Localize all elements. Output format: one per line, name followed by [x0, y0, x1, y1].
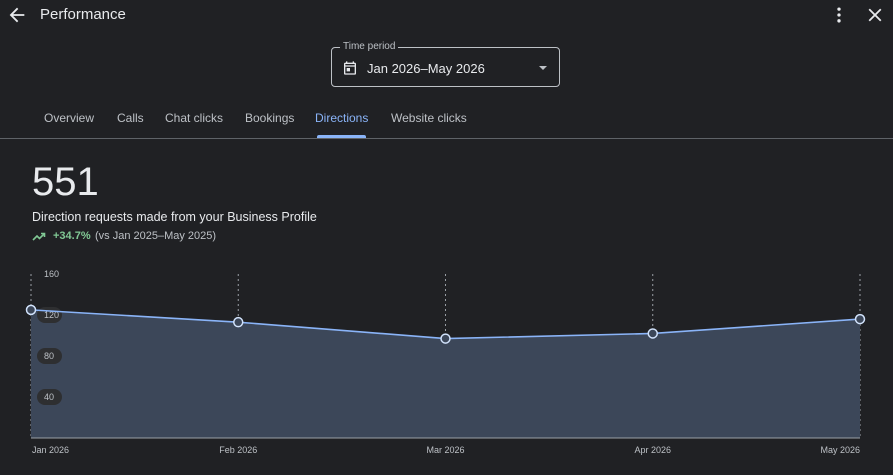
- y-tick-label: 40: [44, 392, 54, 402]
- metric-description: Direction requests made from your Busine…: [32, 210, 317, 224]
- y-tick: 120: [37, 307, 62, 323]
- trend-percent: +34.7%: [53, 230, 91, 242]
- tab-website-clicks[interactable]: Website clicks: [391, 111, 467, 125]
- tab-directions[interactable]: Directions: [315, 111, 369, 125]
- more-vert-icon[interactable]: [829, 4, 849, 26]
- tab-bookings[interactable]: Bookings: [245, 111, 295, 125]
- x-tick-label: May 2026: [820, 445, 860, 455]
- y-tick: 160: [44, 269, 59, 279]
- metric-value: 551: [32, 160, 99, 204]
- data-point[interactable]: [25, 304, 37, 316]
- arrow-left-icon[interactable]: [6, 4, 28, 26]
- time-period-select[interactable]: Time period Jan 2026–May 2026: [331, 41, 560, 87]
- data-point[interactable]: [440, 333, 451, 344]
- data-point[interactable]: [854, 313, 866, 325]
- top-app-bar: Performance: [0, 0, 893, 30]
- y-tick-label: 80: [44, 351, 54, 361]
- active-tab-indicator: [317, 135, 366, 138]
- tab-overview[interactable]: Overview: [44, 111, 95, 125]
- trend-comparison: (vs Jan 2025–May 2025): [95, 230, 217, 242]
- close-icon[interactable]: [864, 4, 886, 26]
- data-point[interactable]: [647, 328, 658, 339]
- x-tick-label: Mar 2026: [426, 445, 464, 455]
- metric-tabs: Overview Calls Chat clicks Bookings Dire…: [0, 100, 893, 139]
- y-tick: 80: [37, 348, 62, 364]
- x-tick-label: Apr 2026: [634, 445, 671, 455]
- x-tick-label: Jan 2026: [32, 445, 69, 455]
- y-tick: 40: [37, 389, 62, 405]
- directions-area-chart: 40 80 120 160 Jan 2026 Feb 2026 Mar 2026 Apr 2…: [25, 269, 866, 455]
- page-title: Performance: [40, 6, 126, 23]
- y-tick-label: 160: [44, 269, 59, 279]
- tab-calls[interactable]: Calls: [117, 111, 144, 125]
- calendar-icon: [344, 61, 356, 75]
- chart-area-fill: [31, 309, 860, 438]
- tab-chat-clicks[interactable]: Chat clicks: [165, 111, 224, 125]
- time-period-value: Jan 2026–May 2026: [367, 61, 485, 76]
- y-tick-label: 120: [44, 310, 59, 320]
- x-tick-label: Feb 2026: [219, 445, 257, 455]
- data-point[interactable]: [233, 316, 244, 328]
- trending-up-icon: [32, 232, 46, 241]
- time-period-label: Time period: [340, 41, 399, 53]
- chevron-down-icon: [539, 66, 547, 70]
